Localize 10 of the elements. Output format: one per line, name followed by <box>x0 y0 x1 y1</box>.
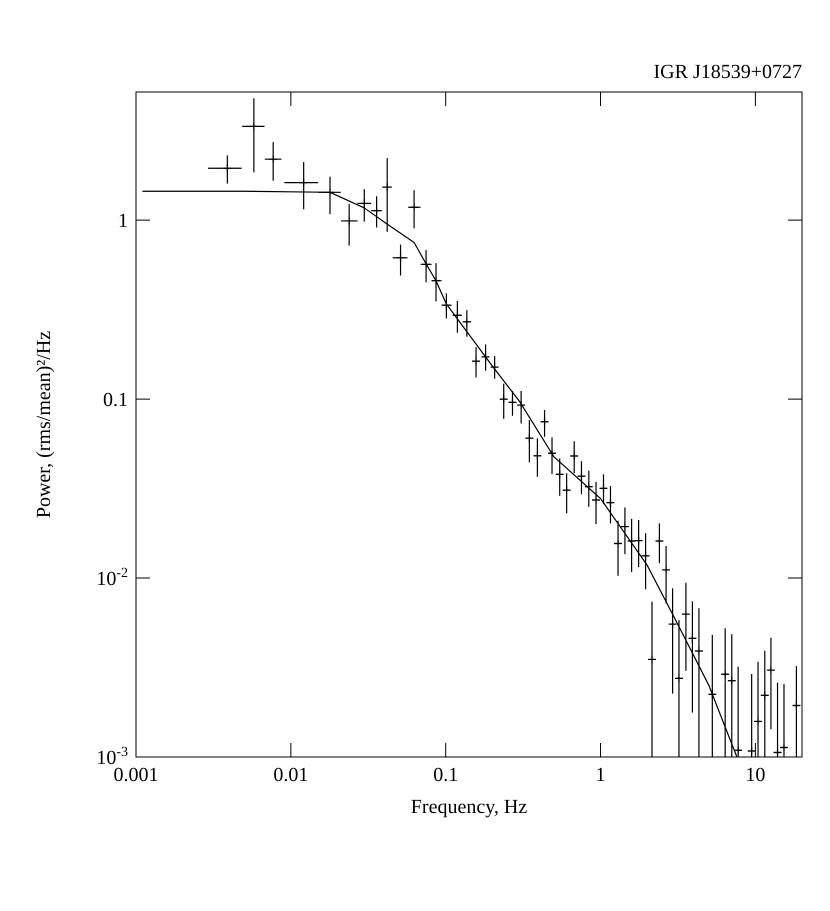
chart-title: IGR J18539+0727 <box>653 61 802 83</box>
x-tick-label: 10 <box>745 764 766 786</box>
x-tick-label: 0.001 <box>114 764 158 786</box>
x-tick-label: 0.1 <box>433 764 458 786</box>
x-tick-label: 0.01 <box>273 764 308 786</box>
y-tick-label: 0.1 <box>103 389 128 412</box>
x-axis-title: Frequency, Hz <box>410 796 528 818</box>
y-axis-title: Power, (rms/mean)²/Hz <box>33 330 55 518</box>
y-tick-label: 1 <box>118 210 128 232</box>
x-tick-label: 1 <box>596 764 606 786</box>
